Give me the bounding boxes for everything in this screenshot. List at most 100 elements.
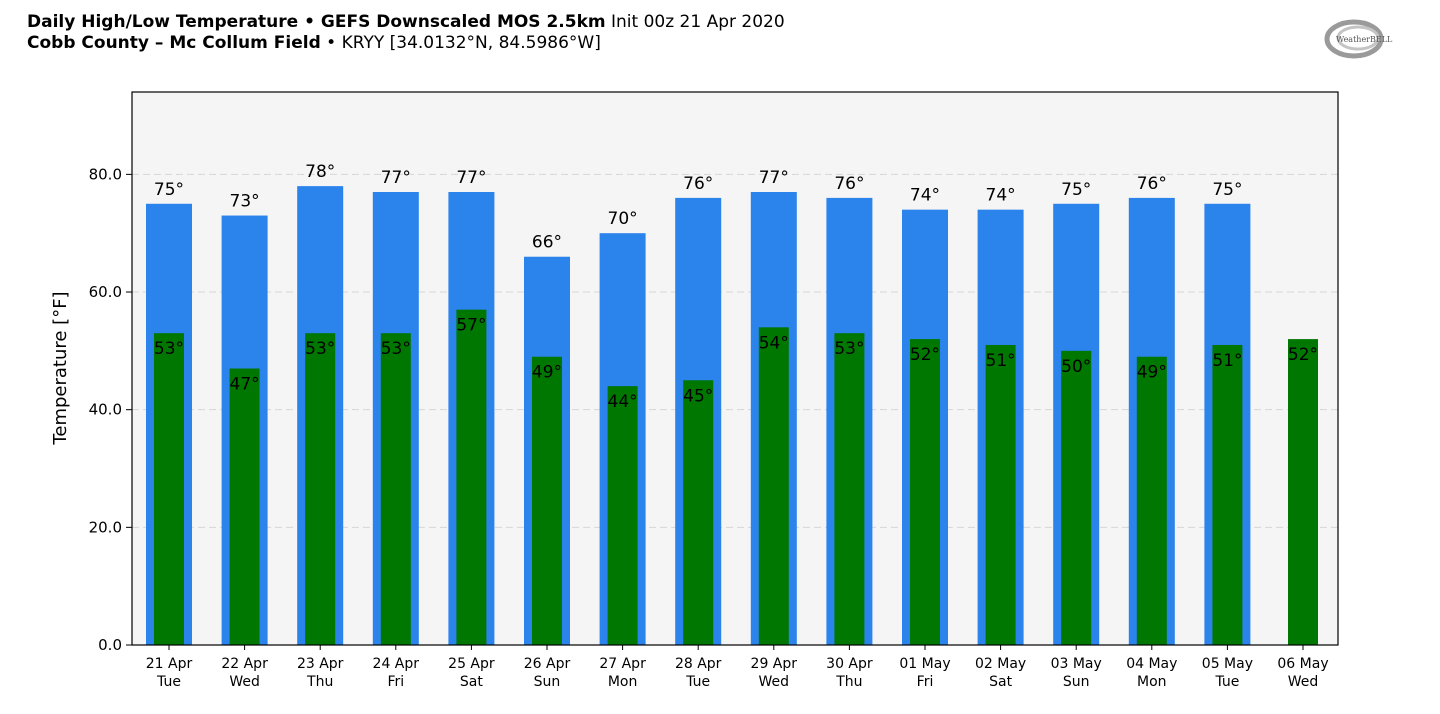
low-temperature-series [154,309,1318,645]
y-axis: 0.0 20.0 40.0 60.0 80.0 [89,165,132,654]
x-tick-weekday: Thu [306,674,333,690]
y-tick-label: 0.0 [98,636,122,654]
header-location: Cobb County – Mc Collum Field [27,33,321,53]
x-tick-weekday: Tue [156,674,181,690]
low-temp-bar [607,386,638,645]
high-temp-label: 77° [456,168,486,188]
low-temp-bar [154,333,184,645]
high-temp-label: 74° [986,186,1016,206]
high-temp-label: 66° [532,233,562,253]
low-temp-label: 51° [986,351,1016,371]
low-temp-label: 49° [1137,363,1167,383]
low-temp-label: 53° [305,339,335,359]
high-temp-label: 77° [759,168,789,188]
low-temp-bar [1288,339,1318,645]
low-temp-label: 44° [608,392,638,412]
low-temp-bar [1136,356,1167,645]
weatherbell-logo: WeatherBELL [1324,19,1393,59]
x-tick-date: 03 May [1051,656,1102,672]
low-temp-bar [683,380,714,645]
x-tick-weekday: Sun [1063,674,1090,690]
low-temp-label: 54° [759,333,789,353]
low-temp-label: 53° [154,339,184,359]
x-tick-weekday: Mon [608,674,638,690]
high-temp-label: 75° [154,180,184,200]
high-temp-label: 75° [1212,180,1242,200]
low-temp-label: 47° [230,375,260,395]
x-tick-weekday: Tue [1214,674,1239,690]
low-temp-label: 53° [381,339,411,359]
y-tick-label: 80.0 [89,165,122,183]
low-temp-label: 57° [456,316,486,336]
x-tick-weekday: Sat [460,674,483,690]
x-tick-weekday: Thu [835,674,862,690]
low-temp-bar [758,327,789,645]
x-tick-weekday: Wed [759,674,790,690]
high-temp-label: 74° [910,186,940,206]
low-temp-label: 49° [532,363,562,383]
low-temp-bar [380,333,411,645]
x-tick-date: 01 May [899,656,950,672]
low-temp-bar [910,339,940,645]
high-temp-label: 77° [381,168,411,188]
x-tick-weekday: Tue [685,674,710,690]
high-temp-label: 76° [1137,174,1167,194]
x-tick-date: 22 Apr [221,656,268,672]
x-tick-date: 26 Apr [524,656,571,672]
header-line-2: Cobb County – Mc Collum Field • KRYY [34… [27,33,785,54]
plot-frame [131,91,1339,646]
y-axis-label: Temperature [°F] [50,291,71,445]
x-tick-date: 23 Apr [297,656,344,672]
x-tick-weekday: Fri [387,674,404,690]
low-temp-label: 52° [1288,345,1318,365]
x-tick-date: 29 Apr [751,656,798,672]
x-tick-weekday: Sat [989,674,1012,690]
x-tick-date: 25 Apr [448,656,495,672]
low-temp-label: 45° [683,386,713,406]
x-tick-weekday: Fri [917,674,934,690]
high-temp-label: 78° [305,162,335,182]
low-temp-bar [1212,344,1243,645]
x-tick-date: 28 Apr [675,656,722,672]
x-tick-date: 04 May [1126,656,1177,672]
high-temp-label: 76° [834,174,864,194]
chart-header: Daily High/Low Temperature • GEFS Downsc… [27,12,785,54]
x-tick-date: 24 Apr [373,656,420,672]
logo-wordmark: WeatherBELL [1336,35,1393,44]
low-temp-bar [532,356,562,645]
bar-value-labels: 75° 53° 73° 47° 78° 53° 77° 53° 77° 57° 66° 49° 70° 4… [154,162,1318,412]
low-temp-bar [1061,350,1092,645]
header-title: Daily High/Low Temperature • GEFS Downsc… [27,12,606,32]
x-tick-date: 30 Apr [826,656,873,672]
low-temp-label: 51° [1212,351,1242,371]
low-temp-bar [834,333,865,645]
y-tick-label: 60.0 [89,283,122,301]
y-tick-label: 40.0 [89,401,122,419]
x-tick-date: 21 Apr [146,656,193,672]
low-temp-label: 53° [834,339,864,359]
header-init-time: Init 00z 21 Apr 2020 [605,12,785,32]
x-tick-date: 27 Apr [599,656,646,672]
x-tick-weekday: Wed [1288,674,1319,690]
x-tick-weekday: Sun [534,674,561,690]
x-tick-weekday: Wed [229,674,260,690]
high-temp-label: 76° [683,174,713,194]
low-temp-bar [985,344,1016,645]
high-temp-label: 70° [608,209,638,229]
x-tick-weekday: Mon [1137,674,1167,690]
low-temp-bar [456,309,487,645]
header-station: • KRYY [34.0132°N, 84.5986°W] [320,33,601,53]
low-temp-bar [229,368,260,645]
low-temp-label: 50° [1061,357,1091,377]
high-temp-label: 75° [1061,180,1091,200]
low-temp-bar [305,333,336,645]
header-line-1: Daily High/Low Temperature • GEFS Downsc… [27,12,785,33]
x-tick-date: 02 May [975,656,1026,672]
high-temp-label: 73° [230,192,260,212]
x-tick-date: 06 May [1277,656,1328,672]
y-tick-label: 20.0 [89,518,122,536]
x-tick-date: 05 May [1202,656,1253,672]
x-axis: 21 Apr Tue 22 Apr Wed 23 Apr Thu 24 Apr Fri 25 A… [146,645,1329,690]
low-temp-label: 52° [910,345,940,365]
